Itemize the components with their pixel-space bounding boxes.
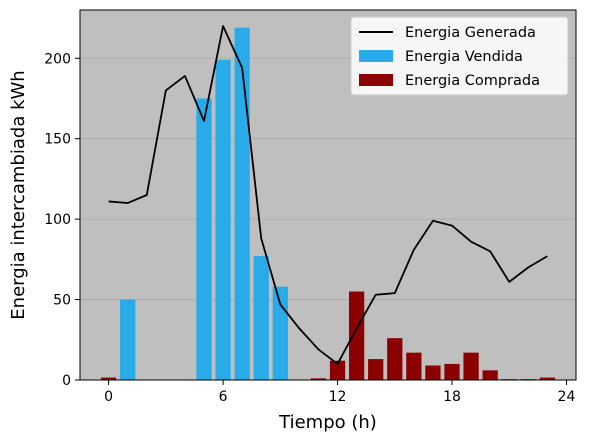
energia-comprada-bar: [348, 291, 365, 380]
x-tick-label: 24: [558, 389, 576, 405]
x-axis-ticks: 0 6 12 18 24: [104, 380, 575, 405]
energia-comprada-legend-swatch: [359, 74, 393, 86]
energia-generada-line: [108, 25, 548, 365]
bars: [100, 27, 556, 381]
x-axis-title: Tiempo (h): [278, 412, 377, 433]
y-axis-ticks: 0 50 100 150 200: [44, 51, 80, 389]
energia-vendida-bar: [215, 59, 231, 380]
energia-comprada-bar: [368, 359, 384, 380]
energia-generada-legend-label: Energia Generada: [405, 25, 536, 41]
energia-vendida-bar: [234, 27, 250, 381]
energia-vendida-bar: [272, 286, 288, 380]
energia-comprada-bar: [387, 338, 403, 380]
y-tick-label: 100: [44, 212, 71, 228]
x-tick-label: 12: [329, 389, 347, 405]
energia-vendida-bar: [253, 256, 269, 380]
energia-vendida-bar: [120, 299, 136, 380]
legend-box: [350, 16, 569, 96]
energia-vendida-bar: [196, 98, 212, 380]
energia-vendida-legend-swatch: [359, 50, 393, 62]
y-axis-title: Energia intercambiada kWh: [8, 70, 29, 319]
energia-comprada-legend-label: Energia Comprada: [405, 73, 540, 89]
energia-comprada-bar: [406, 352, 422, 380]
legend: Energia Generada Energia Vendida Energia C…: [350, 16, 569, 96]
x-tick-label: 6: [219, 389, 228, 405]
plot-frame: [79, 9, 577, 381]
energia-comprada-bar: [463, 352, 479, 380]
energia-vendida-legend-label: Energia Vendida: [405, 49, 523, 65]
y-tick-label: 50: [53, 293, 71, 309]
energia-comprada-bar: [310, 378, 327, 380]
line-series: [108, 25, 548, 365]
energia-comprada-bar: [539, 377, 556, 380]
energia-comprada-bar: [329, 360, 346, 380]
x-tick-label: 0: [104, 389, 113, 405]
energia-comprada-bar: [444, 363, 460, 380]
y-tick-label: 200: [44, 51, 71, 67]
energia-comprada-bar: [100, 377, 117, 380]
energia-comprada-bar: [425, 365, 441, 380]
x-tick-label: 18: [443, 389, 461, 405]
energia-comprada-bar: [482, 370, 498, 380]
y-tick-label: 150: [44, 132, 71, 148]
y-tick-label: 0: [62, 373, 71, 389]
